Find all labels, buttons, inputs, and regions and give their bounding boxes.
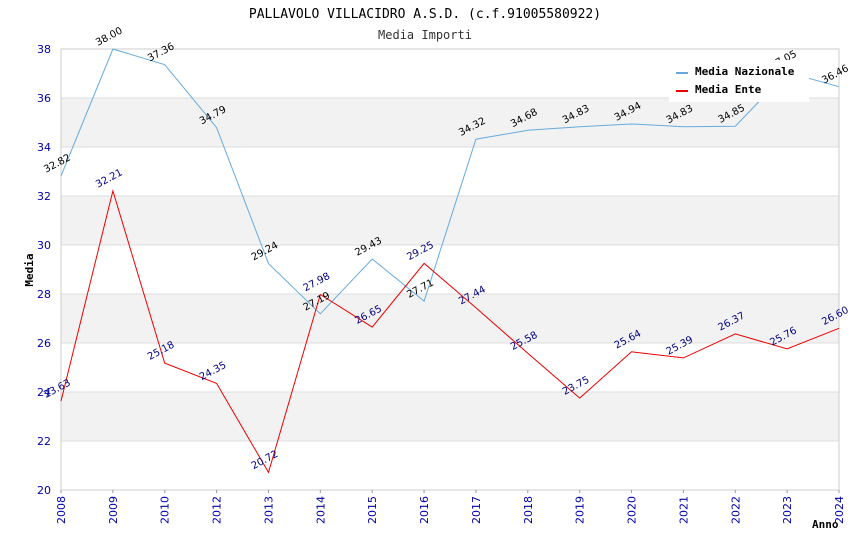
data-label-ente: 20.72 bbox=[250, 449, 280, 472]
y-tick-label: 20 bbox=[37, 484, 51, 497]
x-tick-label: 2016 bbox=[418, 496, 431, 524]
y-axis-label: Media bbox=[23, 253, 36, 286]
data-label-nazionale: 32.82 bbox=[42, 152, 72, 175]
y-tick-label: 36 bbox=[37, 92, 51, 105]
y-tick-label: 28 bbox=[37, 288, 51, 301]
data-label-nazionale: 37.36 bbox=[146, 41, 176, 64]
x-tick-label: 2012 bbox=[211, 496, 224, 524]
gridlines bbox=[61, 48, 839, 491]
series-lines bbox=[60, 48, 840, 474]
background-bands bbox=[61, 98, 839, 441]
x-tick-label: 2014 bbox=[314, 496, 327, 524]
chart-title: PALLAVOLO VILLACIDRO A.S.D. (c.f.9100558… bbox=[249, 7, 601, 22]
data-label-ente: 27.98 bbox=[302, 271, 332, 294]
x-tick-label: 2008 bbox=[55, 496, 68, 524]
band-26 bbox=[61, 294, 839, 343]
x-tick-label: 2021 bbox=[677, 496, 690, 524]
x-tick-label: 2017 bbox=[470, 496, 483, 524]
y-tick-label: 34 bbox=[37, 141, 51, 154]
y-tick-label: 38 bbox=[37, 43, 51, 56]
plot-frame bbox=[60, 48, 840, 491]
legend: Media Nazionale Media Ente bbox=[669, 60, 809, 102]
x-tick-label: 2013 bbox=[262, 496, 275, 524]
x-axis-ticks: 2008 2009 2010 2012 2013 2014 2015 2016 2017 2018… bbox=[55, 490, 846, 524]
x-tick-label: 2022 bbox=[729, 496, 742, 524]
y-tick-label: 32 bbox=[37, 190, 51, 203]
x-tick-label: 2015 bbox=[366, 496, 379, 524]
data-label-nazionale: 36.46 bbox=[820, 63, 850, 86]
x-tick-label: 2010 bbox=[159, 496, 172, 524]
legend-box bbox=[669, 60, 809, 102]
x-axis-label: Anno bbox=[812, 518, 839, 531]
data-label-nazionale: 38.00 bbox=[94, 25, 124, 48]
x-tick-label: 2024 bbox=[833, 496, 846, 524]
x-tick-label: 2019 bbox=[574, 496, 587, 524]
band-22 bbox=[61, 392, 839, 441]
data-label-ente: 24.35 bbox=[198, 360, 228, 383]
y-tick-label: 30 bbox=[37, 239, 51, 252]
series-line-ente bbox=[60, 189, 840, 474]
y-tick-label: 22 bbox=[37, 435, 51, 448]
series-line-nazionale bbox=[60, 48, 840, 315]
y-axis-ticks: 20 22 24 26 28 30 32 34 36 38 bbox=[37, 43, 51, 497]
x-tick-label: 2023 bbox=[781, 496, 794, 524]
legend-label-ente: Media Ente bbox=[695, 83, 762, 96]
y-tick-label: 24 bbox=[37, 386, 51, 399]
band-34 bbox=[61, 98, 839, 147]
chart-subtitle: Media Importi bbox=[378, 28, 472, 42]
y-tick-label: 26 bbox=[37, 337, 51, 350]
x-tick-label: 2009 bbox=[107, 496, 120, 524]
x-tick-label: 2020 bbox=[626, 496, 639, 524]
data-label-ente: 32.21 bbox=[94, 167, 124, 190]
x-tick-label: 2018 bbox=[522, 496, 535, 524]
legend-label-nazionale: Media Nazionale bbox=[695, 65, 795, 78]
